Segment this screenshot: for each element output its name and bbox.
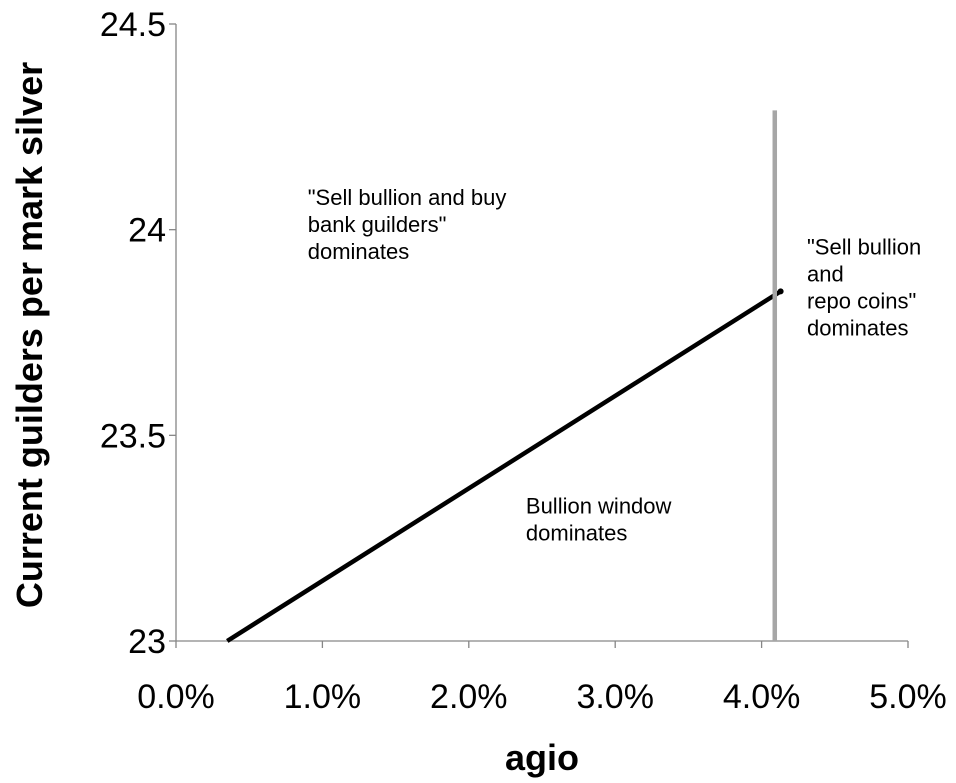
boundary-line [226,289,782,643]
y-tick-label: 24.5 [100,6,166,44]
annotation-line: Bullion window [526,493,672,518]
y-tick-label: 23.5 [100,417,166,455]
x-tick-label: 1.0% [284,678,362,716]
x-tick-label: 5.0% [869,678,947,716]
axes [169,23,909,648]
x-tick-label: 4.0% [723,678,801,716]
y-tick-label: 23 [128,623,166,661]
annotation-line: repo coins" [807,288,916,313]
annotation-line: dominates [807,315,909,340]
tick-labels: 23 23.5 24 24.5 0.0% 1.0% 2.0% 3.0% 4.0% 5.0% [100,6,947,716]
x-tick-label: 3.0% [576,678,654,716]
annotation-line: dominates [308,239,410,264]
annotation-line: bank guilders" [308,212,447,237]
x-tick-label: 2.0% [430,678,508,716]
annotation-line: dominates [526,520,628,545]
x-axis-title: agio [505,737,579,778]
annotations: "Sell bullion and buy bank guilders" domin… [308,185,921,546]
y-axis-title: Current guilders per mark silver [9,62,50,608]
annotation-line: "Sell bullion and buy [308,185,507,210]
annotation-line: "Sell bullion [807,234,921,259]
annotation-text: "Sell bullion and repo coins" dominates [807,234,921,340]
line-end-point [777,288,784,295]
annotation-line: and [807,261,844,286]
annotation-text: Bullion window dominates [526,493,672,545]
x-tick-label: 0.0% [137,678,215,716]
y-tick-label: 24 [128,212,166,250]
series-layer [226,110,784,643]
annotation-text: "Sell bullion and buy bank guilders" domin… [308,185,507,264]
